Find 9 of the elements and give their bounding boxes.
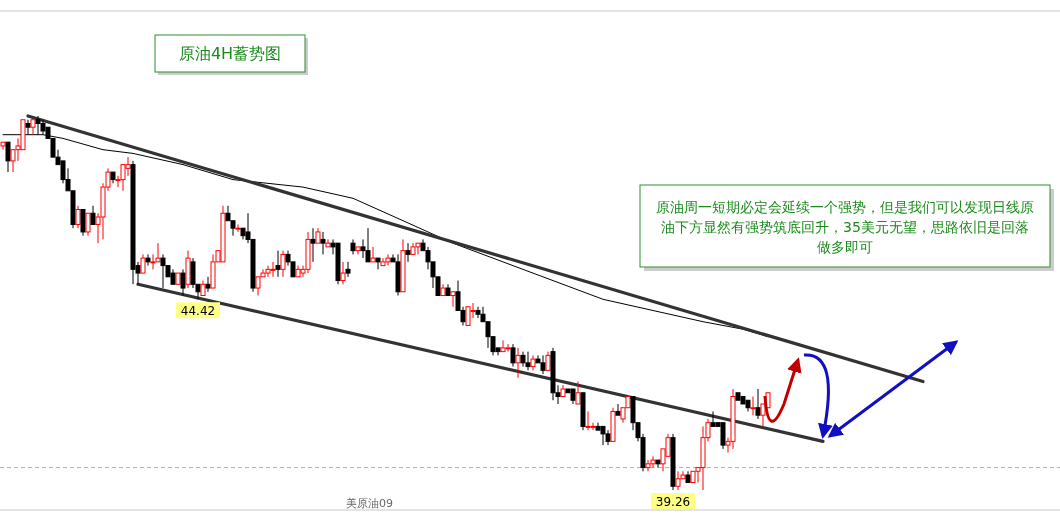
title: 原油4H蓄势图: [154, 34, 308, 75]
annotation-note: 原油周一短期必定会延续一个强势，但是我们可以发现日线原油下方显然有强势筑底回升，35美元无望，思路依旧是回落做多即可: [639, 184, 1054, 271]
chart-title: 原油4H蓄势图: [178, 44, 282, 63]
annotation: 44.42: [180, 303, 216, 318]
label: 44.42: [176, 302, 220, 319]
annotation: 原油周一短期必定会延续一个强势，但是我们可以发现日线原油下方显然有强势筑底回升，35美元无望，思路依旧是回落做多即可: [656, 199, 1034, 255]
text: 美原油09: [346, 497, 393, 510]
label: 39.26: [651, 493, 695, 509]
annotation: 39.26: [655, 494, 691, 509]
